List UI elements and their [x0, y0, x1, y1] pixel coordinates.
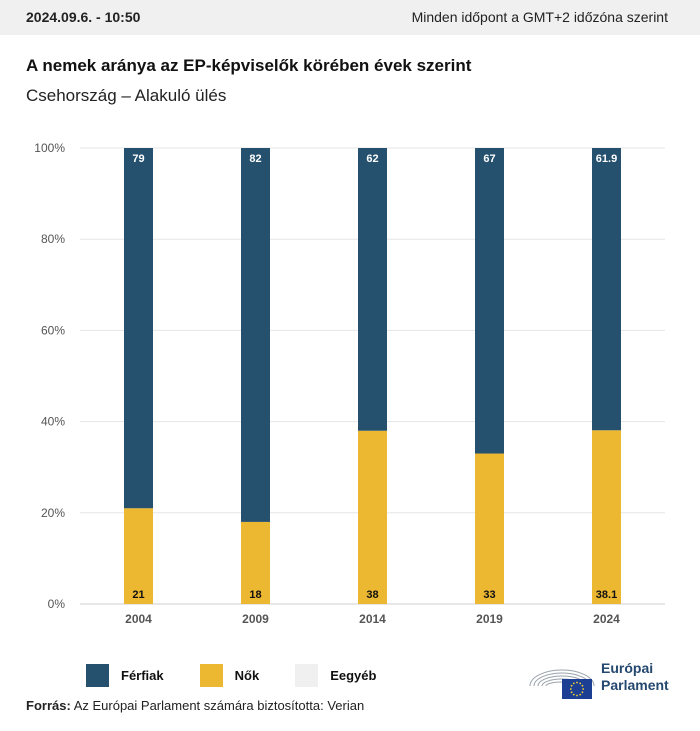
data-label: 79 — [132, 153, 144, 165]
bar-segment — [475, 453, 504, 604]
bar-segment — [475, 148, 504, 454]
chart-title: A nemek aránya az EP-képviselők körében … — [26, 56, 472, 75]
data-label: 61.9 — [596, 153, 617, 165]
x-tick-label: 2024 — [593, 612, 620, 626]
source-text: Az Európai Parlament számára biztosított… — [73, 698, 365, 713]
data-label: 33 — [483, 589, 495, 601]
eu-flag-icon — [562, 679, 592, 699]
bar-segment — [358, 148, 387, 431]
logo-text: Európai Parlament — [601, 660, 669, 694]
x-tick-label: 2014 — [359, 612, 386, 626]
legend-label-men: Férfiak — [121, 668, 164, 683]
bar-segment — [592, 148, 621, 431]
data-label: 21 — [132, 589, 144, 601]
y-tick-label: 40% — [41, 415, 65, 429]
legend-item-other: Eegyéb — [295, 664, 376, 687]
data-label: 62 — [366, 153, 378, 165]
y-tick-label: 60% — [41, 323, 65, 337]
data-label: 18 — [249, 589, 261, 601]
y-tick-label: 20% — [41, 506, 65, 520]
data-label: 38 — [366, 589, 378, 601]
legend-swatch-other — [295, 664, 319, 687]
stacked-bar-chart: 0% 20% 40% 60% 80% 100% 21 79 2004 18 82 2009 38 62 20… — [34, 141, 665, 626]
x-tick-label: 2019 — [476, 612, 503, 626]
data-label: 38.1 — [596, 589, 617, 601]
bar-segment — [241, 521, 270, 604]
logo-line-2: Parlament — [601, 677, 669, 693]
x-tick-label: 2009 — [242, 612, 269, 626]
top-bar: 2024.09.6. - 10:50 Minden időpont a GMT+… — [0, 0, 700, 35]
bar-segment — [358, 430, 387, 604]
parliament-hemicycle-icon — [529, 669, 595, 699]
timezone-note: Minden időpont a GMT+2 időzóna szerint — [411, 9, 668, 25]
eu-stars-icon — [569, 681, 585, 697]
x-tick-label: 2004 — [125, 612, 152, 626]
y-tick-label: 80% — [41, 232, 65, 246]
bar-segment — [241, 148, 270, 522]
data-label: 67 — [483, 153, 495, 165]
legend-swatch-men — [86, 664, 109, 687]
ep-logo: Európai Parlament — [528, 660, 678, 700]
timestamp: 2024.09.6. - 10:50 — [26, 9, 141, 25]
legend-label-women: Nők — [234, 668, 260, 683]
chart-subtitle: Csehország – Alakuló ülés — [26, 86, 227, 105]
bar-segment — [124, 508, 153, 604]
y-tick-label: 0% — [48, 597, 66, 611]
source-note: Forrás: Az Európai Parlament számára biz… — [26, 698, 364, 713]
legend-label-other: Eegyéb — [330, 668, 377, 683]
data-label: 82 — [249, 153, 261, 165]
legend-item-men: Férfiak — [86, 664, 164, 687]
legend-item-women: Nők — [199, 664, 260, 687]
legend: Férfiak Nők Eegyéb — [86, 664, 412, 687]
y-tick-label: 100% — [34, 141, 65, 155]
legend-swatch-women — [199, 664, 223, 687]
bar-segment — [592, 430, 621, 604]
logo-line-1: Európai — [601, 660, 654, 676]
source-label: Forrás: — [26, 698, 71, 713]
bar-segment — [124, 148, 153, 509]
